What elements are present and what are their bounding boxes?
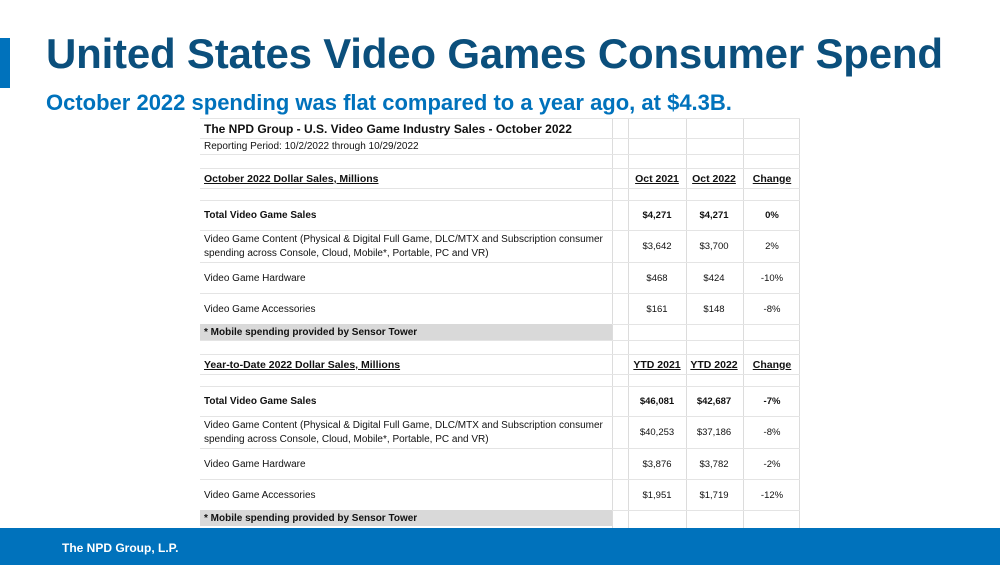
row-value-a: $1,951: [642, 489, 672, 501]
ytd-header-row: Year-to-Date 2022 Dollar Sales, Millions…: [200, 354, 800, 374]
row-value-a: $40,253: [639, 427, 675, 438]
monthly-col-c: Change: [752, 172, 792, 185]
table-row: Total Video Game Sales $46,081 $42,687 -…: [200, 386, 800, 416]
row-value-b: $424: [703, 272, 725, 284]
monthly-col-b: Oct 2022: [692, 172, 736, 185]
table-row: Video Game Accessories $161 $148 -8%: [200, 293, 800, 324]
reporting-period: Reporting Period: 10/2/2022 through 10/2…: [204, 141, 419, 152]
sales-table: The NPD Group - U.S. Video Game Industry…: [200, 118, 800, 528]
row-label: Total Video Game Sales: [204, 210, 317, 221]
row-value-b: $148: [703, 303, 725, 315]
slide-subtitle: October 2022 spending was flat compared …: [46, 90, 732, 115]
monthly-footnote: * Mobile spending provided by Sensor Tow…: [200, 324, 612, 340]
row-change: 0%: [765, 210, 779, 221]
monthly-section-label: October 2022 Dollar Sales, Millions: [204, 172, 379, 185]
row-value-b: $42,687: [696, 396, 732, 407]
row-value-b: $3,782: [699, 458, 729, 470]
spacer-row: [200, 340, 800, 354]
row-label: Video Game Hardware: [204, 272, 306, 284]
row-label: Video Game Content (Physical & Digital F…: [204, 233, 603, 259]
monthly-header-row: October 2022 Dollar Sales, Millions Oct …: [200, 168, 800, 188]
table-row: Video Game Accessories $1,951 $1,719 -12…: [200, 479, 800, 510]
row-label: Video Game Accessories: [204, 489, 316, 501]
spacer-row: [200, 154, 800, 168]
ytd-col-c: Change: [752, 358, 792, 371]
table-heading: The NPD Group - U.S. Video Game Industry…: [204, 121, 572, 136]
row-value-a: $3,642: [642, 241, 672, 252]
row-label: Video Game Hardware: [204, 458, 306, 470]
row-label: Video Game Content (Physical & Digital F…: [204, 419, 603, 445]
table-row: Video Game Hardware $468 $424 -10%: [200, 262, 800, 293]
title-accent-bar: [0, 38, 10, 88]
row-value-a: $468: [646, 272, 668, 284]
row-change: -8%: [763, 427, 781, 438]
row-value-a: $4,271: [642, 210, 672, 221]
row-value-a: $46,081: [639, 396, 675, 407]
row-label: Video Game Accessories: [204, 303, 316, 315]
row-label: Total Video Game Sales: [204, 396, 317, 407]
footer-company: The NPD Group, L.P.: [62, 541, 179, 555]
table-heading-row: The NPD Group - U.S. Video Game Industry…: [200, 118, 800, 138]
table-row: Video Game Hardware $3,876 $3,782 -2%: [200, 448, 800, 479]
slide-title: United States Video Games Consumer Spend: [46, 30, 943, 77]
spacer-row: [200, 374, 800, 386]
spacer-row: [200, 188, 800, 200]
row-value-b: $37,186: [696, 427, 732, 438]
table-row: Video Game Content (Physical & Digital F…: [200, 416, 800, 448]
monthly-col-a: Oct 2021: [635, 172, 679, 185]
row-value-a: $3,876: [642, 458, 672, 470]
footer-bar: The NPD Group, L.P.: [0, 528, 1000, 565]
row-change: -2%: [763, 458, 781, 470]
table-row: Video Game Content (Physical & Digital F…: [200, 230, 800, 262]
row-value-b: $4,271: [699, 210, 729, 221]
ytd-col-b: YTD 2022: [690, 358, 738, 371]
row-change: -12%: [760, 489, 784, 501]
row-value-b: $1,719: [699, 489, 729, 501]
row-change: -7%: [763, 396, 781, 407]
row-value-a: $161: [646, 303, 668, 315]
ytd-col-a: YTD 2021: [633, 358, 681, 371]
ytd-footnote: * Mobile spending provided by Sensor Tow…: [200, 510, 612, 526]
period-row: Reporting Period: 10/2/2022 through 10/2…: [200, 138, 800, 154]
row-change: -10%: [760, 272, 784, 284]
row-change: -8%: [763, 303, 781, 315]
row-value-b: $3,700: [699, 241, 729, 252]
ytd-section-label: Year-to-Date 2022 Dollar Sales, Millions: [204, 358, 401, 371]
row-change: 2%: [765, 241, 779, 252]
table-row: Total Video Game Sales $4,271 $4,271 0%: [200, 200, 800, 230]
